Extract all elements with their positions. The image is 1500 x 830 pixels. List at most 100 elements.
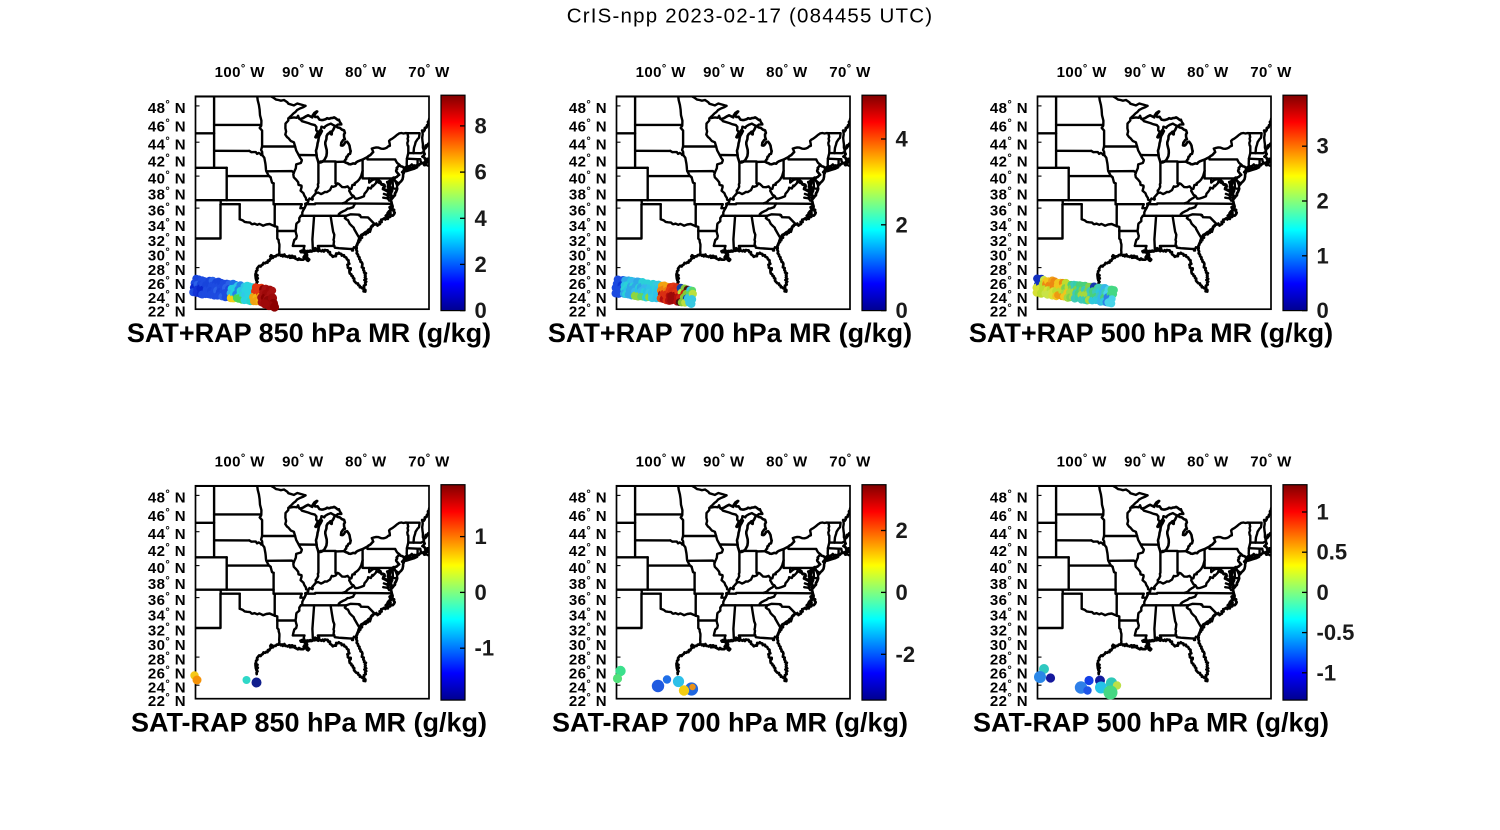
svg-text:44° N: 44° N (990, 136, 1028, 154)
svg-text:44° N: 44° N (569, 136, 607, 154)
svg-text:36° N: 36° N (990, 591, 1028, 609)
svg-text:38° N: 38° N (569, 575, 607, 593)
svg-text:48° N: 48° N (990, 489, 1028, 507)
svg-text:38° N: 38° N (148, 575, 186, 593)
svg-text:44° N: 44° N (569, 525, 607, 543)
svg-text:70° W: 70° W (1250, 63, 1292, 81)
svg-text:32° N: 32° N (569, 232, 607, 250)
svg-text:80° W: 80° W (345, 63, 387, 81)
svg-text:26° N: 26° N (148, 665, 186, 683)
svg-text:42° N: 42° N (990, 542, 1028, 560)
svg-text:80° W: 80° W (1187, 453, 1229, 471)
svg-text:26° N: 26° N (990, 275, 1028, 293)
svg-text:44° N: 44° N (148, 525, 186, 543)
svg-text:80° W: 80° W (1187, 63, 1229, 81)
svg-text:40° N: 40° N (148, 169, 186, 187)
svg-text:1: 1 (1317, 243, 1329, 268)
svg-text:42° N: 42° N (990, 153, 1028, 171)
svg-text:SAT-RAP 850 hPa MR (g/kg): SAT-RAP 850 hPa MR (g/kg) (131, 708, 487, 738)
svg-text:34° N: 34° N (990, 217, 1028, 235)
svg-text:2: 2 (896, 212, 908, 237)
svg-text:42° N: 42° N (148, 153, 186, 171)
svg-text:32° N: 32° N (148, 232, 186, 250)
svg-text:100° W: 100° W (215, 453, 266, 471)
svg-text:70° W: 70° W (829, 63, 871, 81)
svg-text:26° N: 26° N (990, 665, 1028, 683)
svg-text:-1: -1 (1317, 660, 1337, 685)
svg-text:90° W: 90° W (703, 63, 745, 81)
svg-text:-1: -1 (475, 636, 495, 661)
svg-text:34° N: 34° N (569, 217, 607, 235)
svg-text:70° W: 70° W (1250, 453, 1292, 471)
svg-text:80° W: 80° W (766, 63, 808, 81)
svg-text:90° W: 90° W (1124, 63, 1166, 81)
svg-text:44° N: 44° N (148, 136, 186, 154)
svg-text:24° N: 24° N (990, 679, 1028, 697)
svg-text:34° N: 34° N (990, 606, 1028, 624)
svg-text:2: 2 (896, 518, 908, 543)
svg-text:36° N: 36° N (148, 591, 186, 609)
svg-text:24° N: 24° N (148, 679, 186, 697)
svg-text:32° N: 32° N (148, 621, 186, 639)
svg-text:30° N: 30° N (148, 636, 186, 654)
svg-text:42° N: 42° N (569, 542, 607, 560)
svg-text:22° N: 22° N (148, 692, 186, 710)
svg-text:28° N: 28° N (569, 261, 607, 279)
svg-text:0: 0 (475, 580, 487, 605)
svg-text:26° N: 26° N (569, 665, 607, 683)
svg-text:90° W: 90° W (1124, 453, 1166, 471)
svg-text:0: 0 (896, 298, 908, 323)
svg-text:28° N: 28° N (148, 261, 186, 279)
svg-text:4: 4 (896, 127, 909, 152)
svg-text:32° N: 32° N (569, 621, 607, 639)
svg-text:36° N: 36° N (990, 201, 1028, 219)
svg-text:36° N: 36° N (148, 201, 186, 219)
svg-text:48° N: 48° N (148, 99, 186, 117)
svg-text:40° N: 40° N (569, 169, 607, 187)
svg-text:24° N: 24° N (148, 289, 186, 307)
svg-text:80° W: 80° W (766, 453, 808, 471)
svg-text:70° W: 70° W (829, 453, 871, 471)
svg-text:46° N: 46° N (990, 507, 1028, 525)
svg-text:0: 0 (475, 298, 487, 323)
svg-text:22° N: 22° N (569, 692, 607, 710)
svg-text:28° N: 28° N (148, 650, 186, 668)
svg-text:40° N: 40° N (990, 169, 1028, 187)
svg-text:28° N: 28° N (990, 261, 1028, 279)
svg-text:34° N: 34° N (148, 217, 186, 235)
svg-text:SAT-RAP 700 hPa MR (g/kg): SAT-RAP 700 hPa MR (g/kg) (552, 708, 908, 738)
svg-text:70° W: 70° W (408, 63, 450, 81)
svg-text:40° N: 40° N (990, 559, 1028, 577)
svg-text:30° N: 30° N (148, 247, 186, 265)
svg-text:22° N: 22° N (990, 692, 1028, 710)
svg-text:3: 3 (1317, 134, 1329, 159)
svg-text:1: 1 (475, 524, 487, 549)
svg-text:38° N: 38° N (990, 186, 1028, 204)
svg-text:SAT+RAP 700 hPa MR (g/kg): SAT+RAP 700 hPa MR (g/kg) (548, 318, 912, 348)
svg-text:44° N: 44° N (990, 525, 1028, 543)
svg-text:48° N: 48° N (990, 99, 1028, 117)
svg-text:-0.5: -0.5 (1317, 620, 1355, 645)
svg-text:40° N: 40° N (148, 559, 186, 577)
svg-text:100° W: 100° W (1057, 453, 1108, 471)
svg-text:34° N: 34° N (569, 606, 607, 624)
svg-text:90° W: 90° W (282, 63, 324, 81)
svg-text:46° N: 46° N (569, 507, 607, 525)
svg-text:46° N: 46° N (569, 118, 607, 136)
svg-text:100° W: 100° W (636, 63, 687, 81)
svg-text:42° N: 42° N (148, 542, 186, 560)
svg-text:2: 2 (475, 252, 487, 277)
svg-text:100° W: 100° W (215, 63, 266, 81)
svg-text:22° N: 22° N (148, 303, 186, 321)
svg-text:26° N: 26° N (148, 275, 186, 293)
svg-text:46° N: 46° N (990, 118, 1028, 136)
svg-text:24° N: 24° N (569, 289, 607, 307)
svg-text:42° N: 42° N (569, 153, 607, 171)
svg-text:48° N: 48° N (569, 489, 607, 507)
svg-text:80° W: 80° W (345, 453, 387, 471)
svg-text:30° N: 30° N (990, 247, 1028, 265)
svg-text:38° N: 38° N (148, 186, 186, 204)
svg-text:2: 2 (1317, 189, 1329, 214)
svg-text:32° N: 32° N (990, 621, 1028, 639)
svg-text:38° N: 38° N (990, 575, 1028, 593)
